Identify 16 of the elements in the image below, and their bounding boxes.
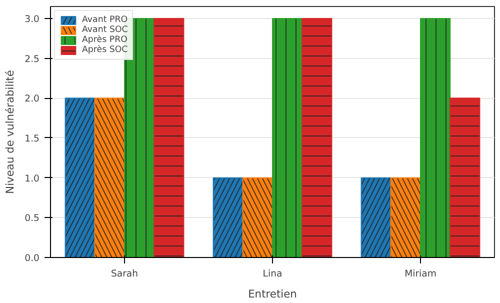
y-tick-label: 3.0 [24, 14, 40, 25]
legend-label: Avant PRO [82, 15, 128, 25]
x-tick-label: Miriam [404, 268, 436, 280]
y-tick-label: 2.5 [24, 54, 40, 65]
legend-label: Après PRO [82, 35, 128, 45]
y-tick-label: 0.5 [24, 213, 40, 224]
x-axis-title: Entretien [248, 288, 297, 300]
x-tick-label: Sarah [110, 268, 138, 280]
y-tick-label: 1.5 [24, 133, 40, 144]
legend-label: Avant SOC [82, 25, 128, 35]
y-tick-label: 2.0 [24, 94, 40, 105]
x-tick-label: Lina [262, 268, 282, 280]
legend-label: Après SOC [82, 45, 128, 55]
y-tick-label: 0.0 [24, 253, 40, 264]
y-axis-title: Niveau de vulnérabilité [4, 70, 17, 194]
y-tick-label: 1.0 [24, 173, 40, 184]
